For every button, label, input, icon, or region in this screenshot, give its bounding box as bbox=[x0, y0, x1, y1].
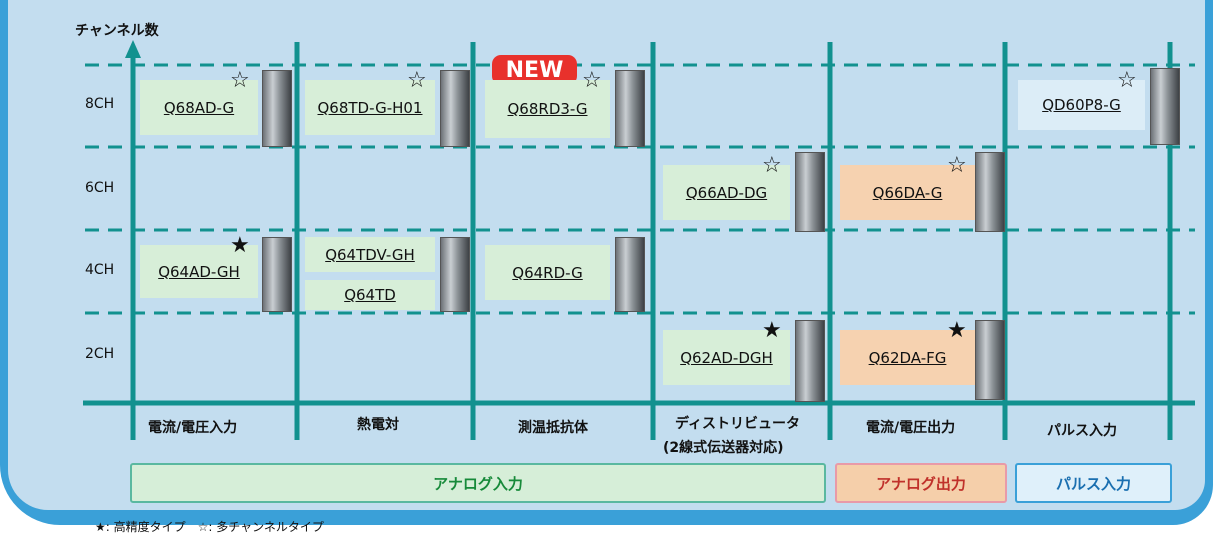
column-label: (2線式伝送器対応) bbox=[663, 440, 784, 456]
product-label: Q68AD-G bbox=[163, 98, 235, 117]
product-box: QD60P8-G bbox=[1018, 80, 1145, 130]
column-label: ディストリビュータ bbox=[675, 416, 801, 432]
product-mark: ☆ bbox=[230, 68, 250, 93]
product-mark: ★ bbox=[947, 318, 967, 343]
legend: ★: 高精度タイプ ☆: 多チャンネルタイプ bbox=[95, 520, 324, 534]
product-box: Q62DA-FG bbox=[840, 330, 975, 385]
row-label: 8CH bbox=[85, 96, 115, 112]
column-label: 電流/電圧出力 bbox=[866, 420, 956, 436]
module-image bbox=[795, 320, 825, 402]
column-label: 電流/電圧入力 bbox=[148, 420, 238, 436]
module-image bbox=[262, 237, 292, 312]
row-label: 6CH bbox=[85, 180, 115, 196]
module-image bbox=[440, 70, 470, 147]
product-label: Q64RD-G bbox=[512, 263, 583, 282]
product-label: Q64TD bbox=[344, 286, 396, 304]
module-image bbox=[615, 70, 645, 147]
product-label: Q68TD-G-H01 bbox=[317, 98, 423, 117]
product-label: Q68RD3-G bbox=[507, 100, 588, 118]
product-mark: ★ bbox=[230, 233, 250, 258]
group-bar: パルス入力 bbox=[1015, 463, 1172, 503]
axis-arrow bbox=[125, 40, 141, 58]
product-label: QD60P8-G bbox=[1042, 96, 1121, 114]
product-mark: ★ bbox=[762, 318, 782, 343]
module-image bbox=[975, 152, 1005, 232]
product-mark: ☆ bbox=[762, 153, 782, 178]
product-mark: ☆ bbox=[947, 153, 967, 178]
product-label: Q66AD-DG bbox=[685, 183, 768, 202]
product-box: Q64AD-GH bbox=[140, 245, 258, 298]
product-box: Q62AD-DGH bbox=[663, 330, 790, 385]
product-box: Q66AD-DG bbox=[663, 165, 790, 220]
module-image bbox=[795, 152, 825, 232]
module-image bbox=[440, 237, 470, 312]
product-mark: ☆ bbox=[582, 68, 602, 93]
row-label: 2CH bbox=[85, 346, 115, 362]
module-image bbox=[615, 237, 645, 312]
row-label: 4CH bbox=[85, 262, 115, 278]
column-label: パルス入力 bbox=[1047, 423, 1117, 439]
module-image bbox=[262, 70, 292, 147]
product-box: Q64RD-G bbox=[485, 245, 610, 300]
product-label: Q62DA-FG bbox=[868, 348, 947, 367]
module-image bbox=[975, 320, 1005, 400]
product-label: Q62AD-DGH bbox=[680, 348, 773, 367]
product-mark: ☆ bbox=[1117, 68, 1137, 93]
y-axis-label: チャンネル数 bbox=[75, 23, 159, 39]
product-box: Q68RD3-G bbox=[485, 80, 610, 138]
column-label: 測温抵抗体 bbox=[518, 420, 588, 436]
product-box: Q66DA-G bbox=[840, 165, 975, 220]
group-bar: アナログ入力 bbox=[130, 463, 826, 503]
product-label: Q64AD-GH bbox=[158, 262, 240, 281]
product-box: Q64TD bbox=[305, 280, 435, 310]
product-box: Q68AD-G bbox=[140, 80, 258, 135]
column-label: 熱電対 bbox=[357, 417, 399, 433]
product-box: Q68TD-G-H01 bbox=[305, 80, 435, 135]
module-image bbox=[1150, 68, 1180, 145]
product-label: Q66DA-G bbox=[872, 183, 943, 202]
product-mark: ☆ bbox=[407, 68, 427, 93]
product-box: Q64TDV-GH bbox=[305, 237, 435, 272]
group-bar: アナログ出力 bbox=[835, 463, 1007, 503]
product-label: Q64TDV-GH bbox=[325, 245, 415, 264]
